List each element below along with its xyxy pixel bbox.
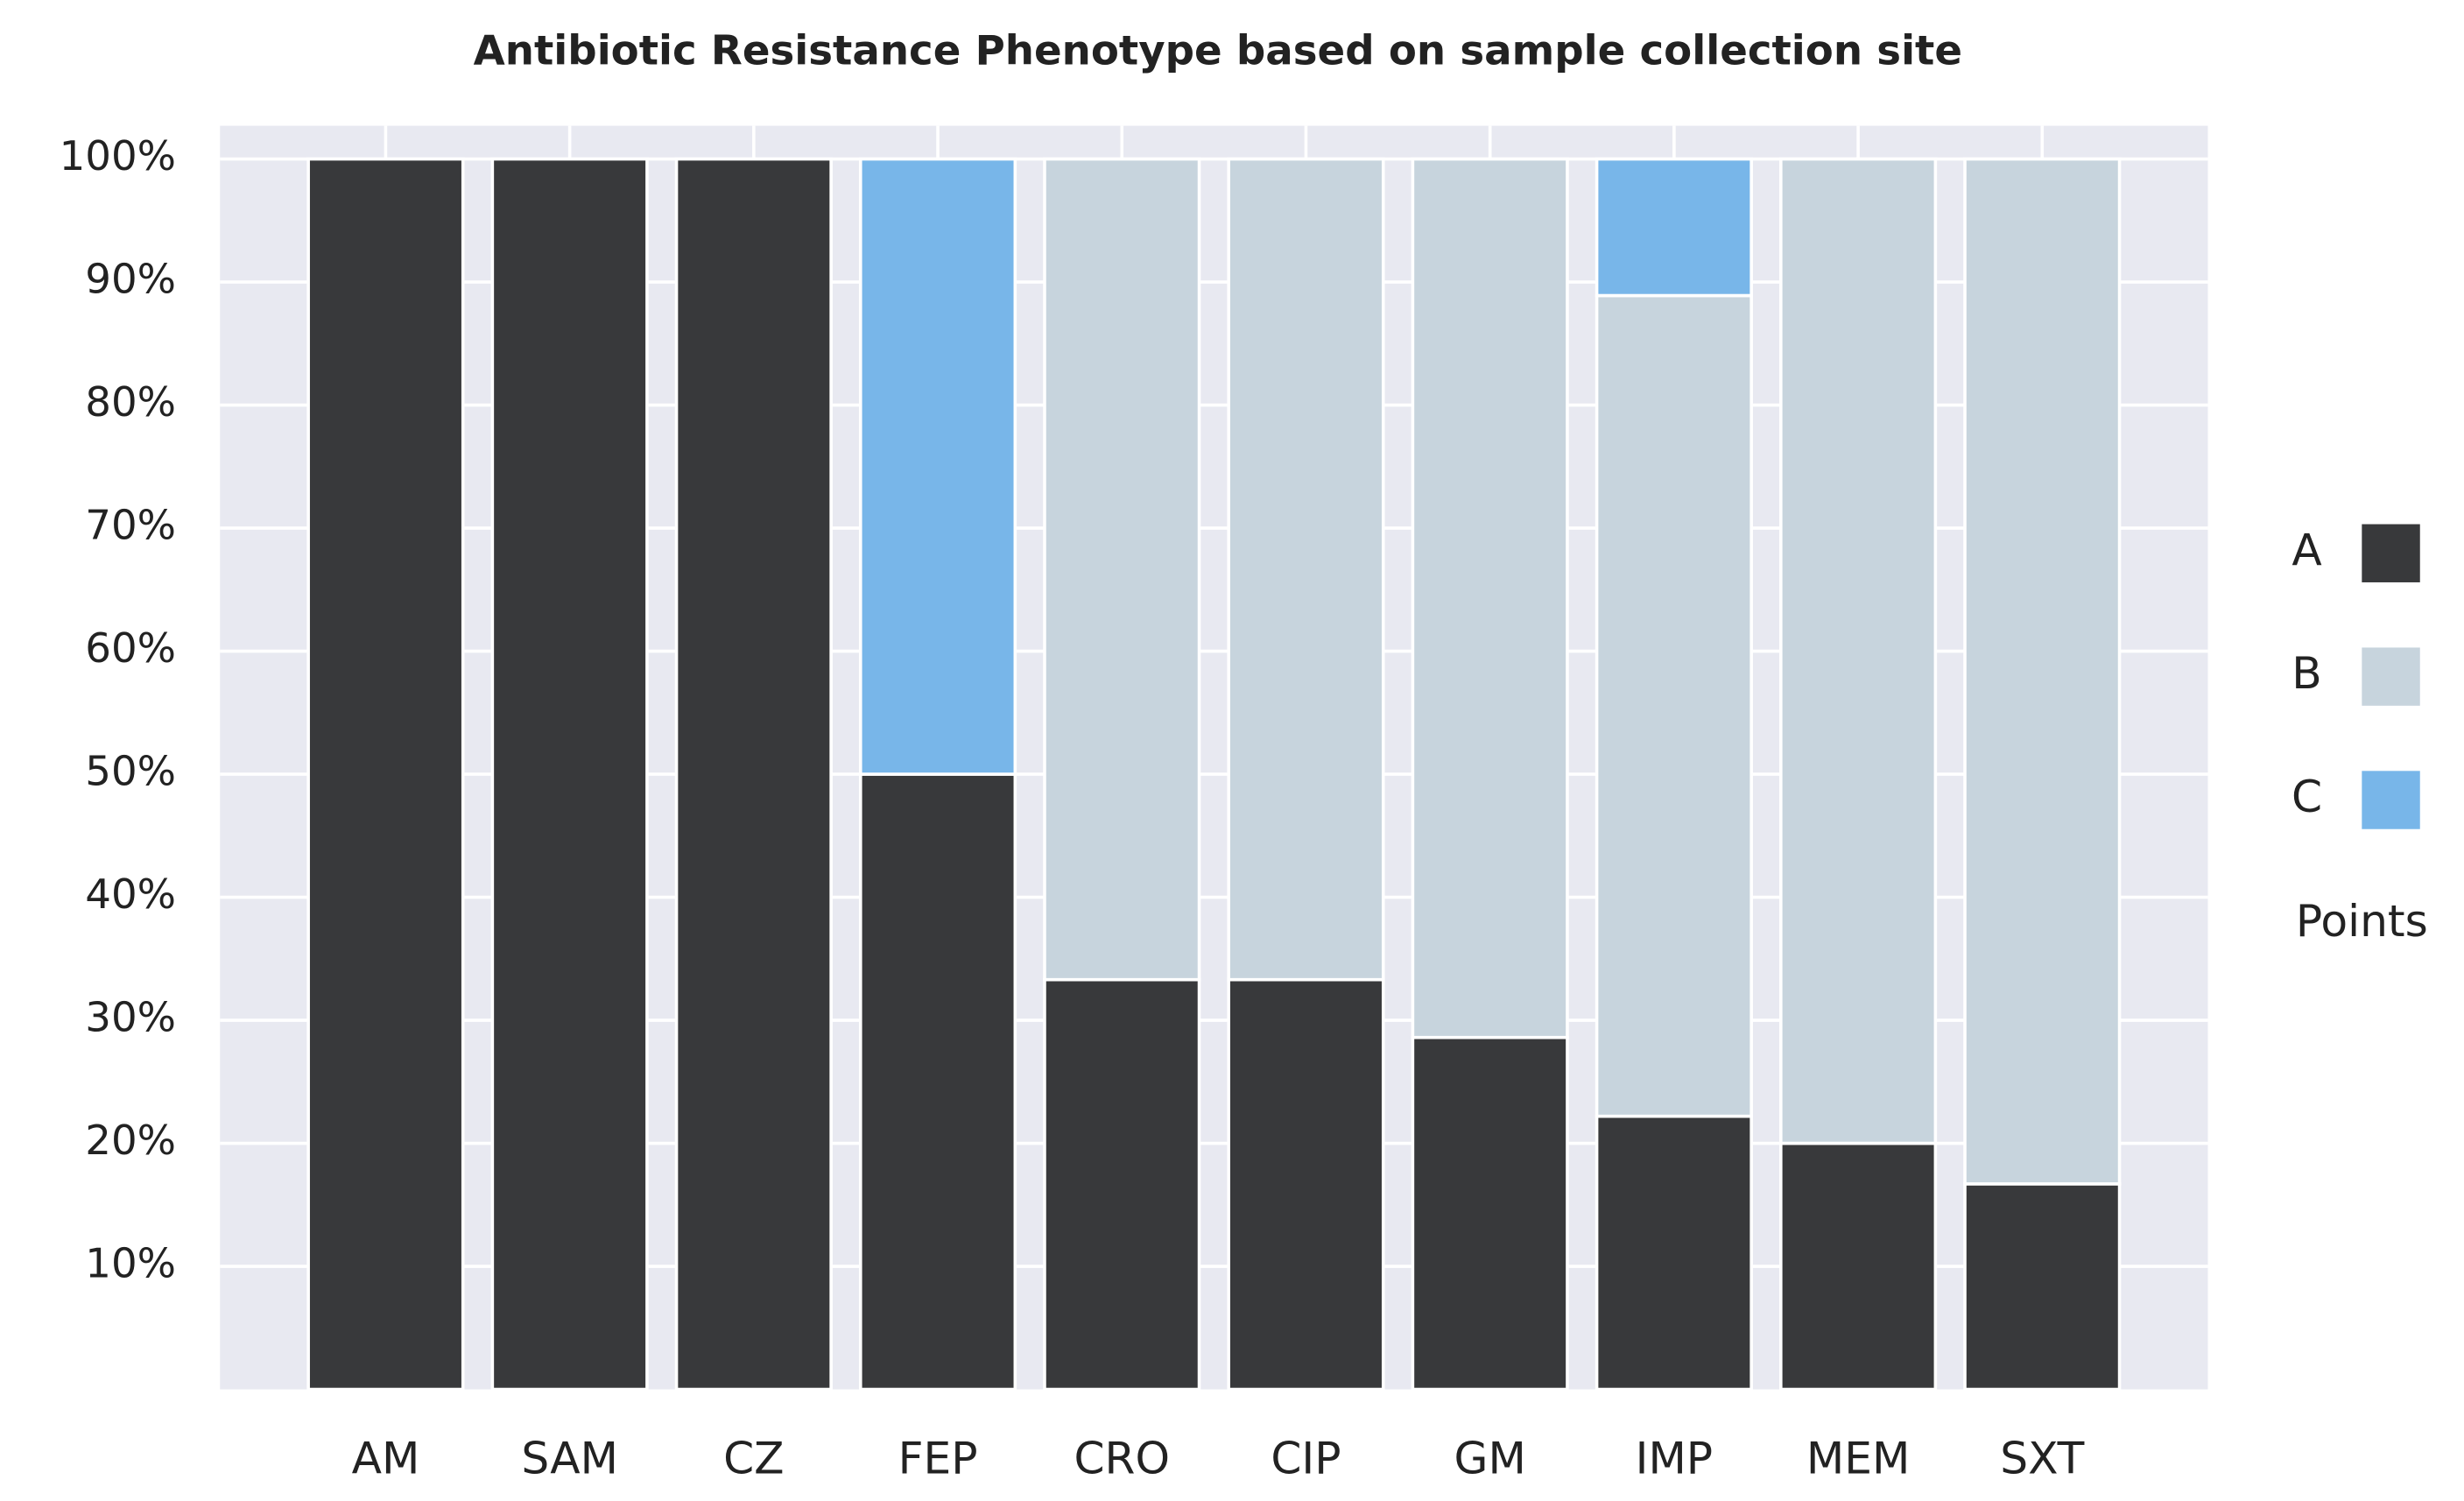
bar-segment (306, 157, 465, 1392)
x-tick-label: SAM (521, 1433, 618, 1484)
bar-segment (490, 157, 649, 1392)
y-tick-label: 20% (85, 1117, 176, 1165)
bar-segment (674, 157, 833, 1392)
x-tick-label: CIP (1271, 1433, 1341, 1484)
bar-segment (1411, 1035, 1569, 1392)
y-tick-label: 50% (85, 749, 176, 796)
bar-segment (858, 157, 1017, 776)
y-tick-label: 80% (85, 379, 176, 426)
bar-segment (1043, 157, 1201, 982)
x-tick-label: CRO (1074, 1433, 1170, 1484)
bar-segment (1963, 1182, 2122, 1392)
bar-segment (1227, 977, 1385, 1392)
bar-segment (1595, 157, 1753, 298)
legend-label: A (2292, 524, 2321, 575)
y-tick-label: 60% (85, 625, 176, 673)
x-tick-label: CZ (723, 1433, 785, 1484)
legend-key (2362, 647, 2420, 706)
y-tick-label: 70% (85, 503, 176, 550)
bar-segment (1779, 1141, 1938, 1392)
y-tick-label: 90% (85, 257, 176, 304)
x-tick-label: SXT (2000, 1433, 2084, 1484)
x-tick-label: FEP (898, 1433, 978, 1484)
legend-label: B (2292, 647, 2321, 699)
legend-key (2362, 771, 2420, 829)
x-tick-label: MEM (1806, 1433, 1910, 1484)
x-tick-label: GM (1454, 1433, 1526, 1484)
bar-segment (1043, 977, 1201, 1392)
bar-segment (1411, 157, 1569, 1039)
x-tick-label: AM (352, 1433, 420, 1484)
bar-segment (1963, 157, 2122, 1186)
legend-key (2362, 524, 2420, 582)
chart-title: Antibiotic Resistance Phenotype based on… (474, 28, 1962, 75)
y-tick-label: 100% (60, 133, 176, 180)
bar-segment (1779, 157, 1938, 1145)
bar-segment (858, 772, 1017, 1392)
y-tick-label: 40% (85, 871, 176, 919)
x-tick-label: IMP (1636, 1433, 1713, 1484)
bar-segment (1227, 157, 1385, 982)
bar-segment (1595, 293, 1753, 1118)
bar-segment (1595, 1114, 1753, 1392)
legend-title: Points (2296, 895, 2428, 947)
legend-label: C (2292, 771, 2322, 822)
y-tick-label: 30% (85, 995, 176, 1042)
y-tick-label: 10% (85, 1241, 176, 1288)
